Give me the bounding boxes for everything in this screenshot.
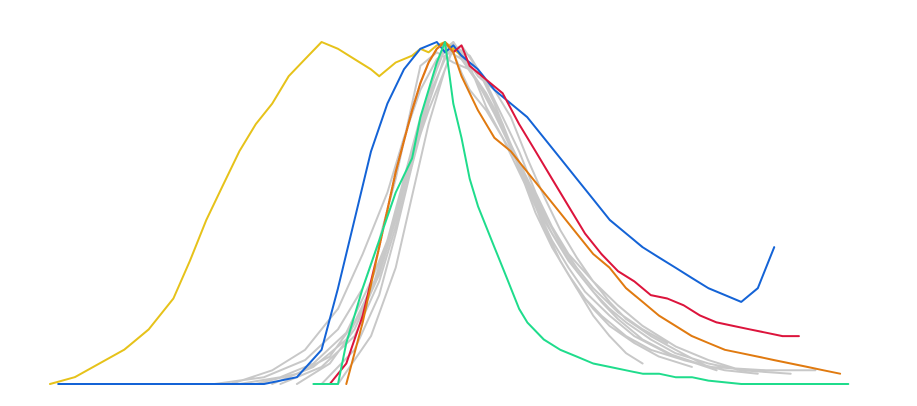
- series-line-gray-5: [230, 44, 743, 385]
- series-line-yellow-9: [49, 41, 463, 385]
- series-line-orange-12: [345, 41, 842, 385]
- series-line-gray-3: [279, 44, 693, 385]
- series-line-gray-2: [213, 51, 759, 385]
- series-line-blue-10: [57, 41, 776, 385]
- series-line-gray-6: [320, 44, 817, 385]
- series-line-green-13: [312, 41, 850, 385]
- series-line-gray-0: [238, 41, 644, 385]
- series-line-gray-8: [337, 44, 792, 385]
- series-layer: [49, 41, 850, 385]
